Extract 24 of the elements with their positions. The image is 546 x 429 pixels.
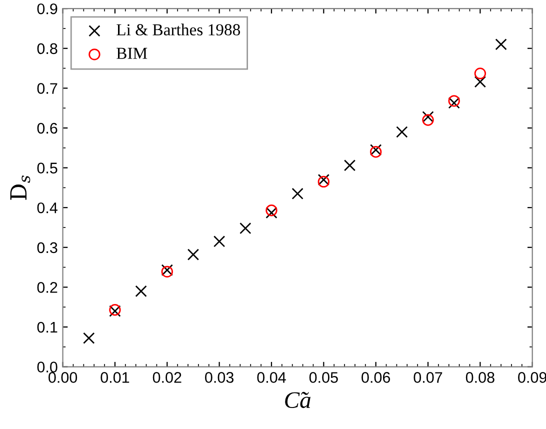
y-tick-label: 0.6 — [37, 122, 58, 134]
legend-label: Li & Barthes 1988 — [116, 24, 240, 36]
y-tick-label: 0.7 — [37, 83, 58, 94]
x-axis-title: C̃a — [285, 392, 310, 408]
x-tick-label: 0.07 — [414, 372, 442, 383]
x-tick-label: 0.02 — [152, 372, 182, 383]
y-tick-label: 0.2 — [37, 282, 58, 293]
y-axis-title: D$_{s}$ — [10, 176, 30, 200]
legend-label: BIM — [116, 48, 148, 59]
x-tick-label: 0.01 — [100, 372, 130, 383]
x-tick-label: 0.00 — [48, 372, 78, 383]
y-tick-label: 0.4 — [37, 202, 58, 214]
y-tick-label: 0.5 — [37, 162, 58, 174]
x-tick-label: 0.03 — [205, 372, 234, 383]
y-tick-label: 0.1 — [37, 322, 58, 333]
x-tick-label: 0.09 — [518, 372, 546, 383]
y-tick-label: 0.9 — [37, 3, 58, 14]
y-tick-label: 0.3 — [37, 242, 58, 254]
x-tick-label: 0.05 — [309, 372, 338, 383]
y-tick-label: 0.0 — [37, 362, 58, 372]
y-tick-label: 0.8 — [37, 43, 58, 54]
x-tick-label: 0.08 — [466, 372, 494, 383]
x-tick-label: 0.04 — [257, 372, 286, 383]
x-tick-label: 0.06 — [362, 372, 390, 383]
